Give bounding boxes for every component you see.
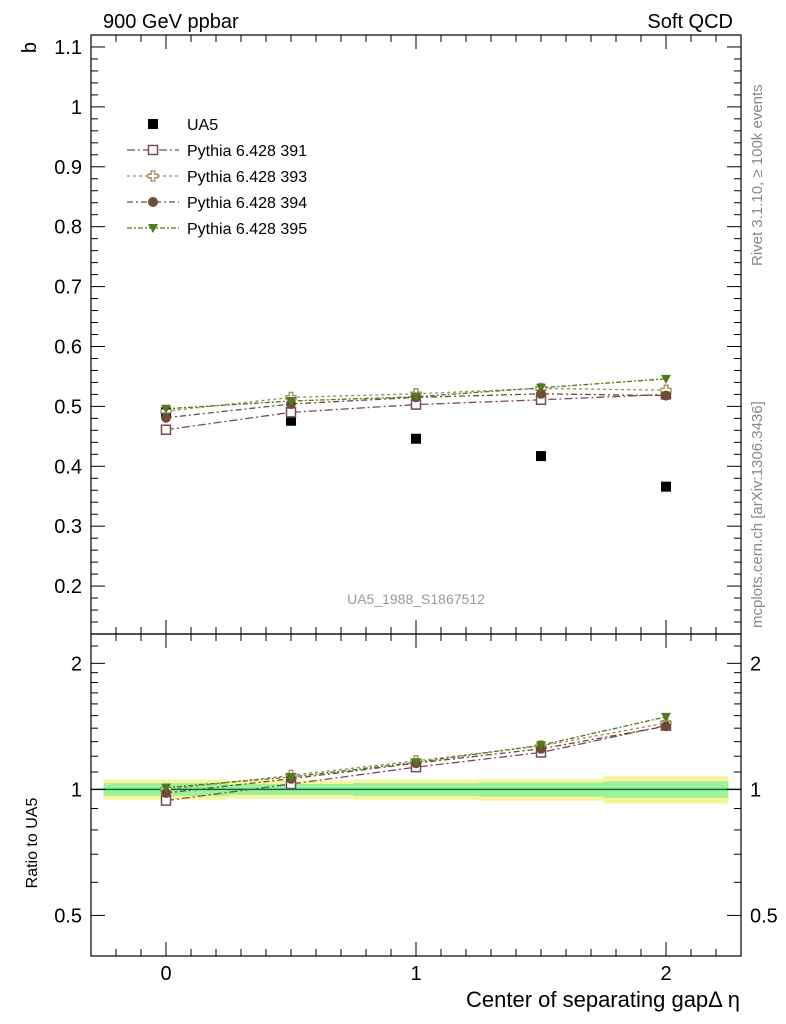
- x-tick-label: 2: [660, 963, 671, 985]
- main-y-tick-label: 0.4: [54, 456, 82, 478]
- legend-label-ua5: UA5: [187, 117, 218, 134]
- legend-marker-p394: [148, 197, 158, 207]
- main-point-p395: [286, 396, 296, 406]
- header-left-label: 900 GeV ppbar: [103, 11, 239, 33]
- ratio-point-p394: [661, 721, 671, 732]
- main-point-p394: [536, 388, 546, 399]
- main-y-tick-label: 0.3: [54, 516, 82, 538]
- legend-label-p393: Pythia 6.428 393: [187, 169, 307, 186]
- main-point-p394: [661, 390, 671, 401]
- ratio-y-tick-label-right: 0.5: [750, 905, 778, 927]
- legend-label-p394: Pythia 6.428 394: [187, 195, 307, 212]
- ratio-y-tick-label: 2: [71, 653, 82, 675]
- main-point-ua5: [536, 451, 546, 462]
- x-tick-label: 0: [160, 963, 171, 985]
- ratio-line-p395: [165, 716, 667, 789]
- legend-label-p391: Pythia 6.428 391: [187, 143, 307, 160]
- ratio-y-tick-label: 1: [71, 779, 82, 801]
- main-y-tick-label: 0.5: [54, 396, 82, 418]
- ratio-y-tick-label: 0.5: [54, 905, 82, 927]
- legend-marker-ua5: [148, 119, 158, 129]
- ratio-y-tick-label-right: 2: [750, 653, 761, 675]
- legend-label-p395: Pythia 6.428 395: [187, 221, 307, 238]
- ratio-reference-band: [91, 776, 741, 804]
- main-point-ua5: [411, 433, 421, 444]
- main-y-tick-label: 1: [71, 97, 82, 119]
- legend-marker-p391: [147, 144, 159, 156]
- x-axis-label: Center of separating gapΔ η: [466, 987, 740, 1012]
- rivet-version-text: Rivet 3.1.10, ≥ 100k events: [749, 84, 766, 266]
- main-point-p395: [536, 383, 546, 393]
- main-y-tick-label: 0.8: [54, 217, 82, 239]
- legend: UA5 Pythia 6.428 391 Pythia 6.428 393 Pythi…: [127, 117, 307, 238]
- ratio-point-p395: [536, 741, 546, 751]
- axis-ticks: 0.2 0.3 0.4 0.5 0.6 0.7 0.8 0.9 1 1.1 0.5 0.5 1 1 2 2 0 1…: [54, 35, 778, 985]
- main-point-p391: [285, 407, 297, 418]
- main-y-tick-label: 0.9: [54, 157, 82, 179]
- ratio-point-p395: [411, 758, 421, 768]
- ratio-point-p395: [661, 712, 671, 722]
- main-point-p395: [661, 374, 671, 384]
- main-point-ua5: [286, 415, 296, 426]
- ratio-y-tick-label-right: 1: [750, 779, 761, 801]
- ratio-point-p395: [286, 773, 296, 783]
- ratio-point-p395: [161, 783, 171, 793]
- legend-marker-p395: [148, 224, 158, 233]
- header-right-label: Soft QCD: [647, 11, 733, 33]
- main-point-p394: [161, 412, 171, 423]
- series-markers: [160, 374, 672, 806]
- main-point-p395: [161, 404, 171, 414]
- main-y-axis-label: b: [19, 42, 41, 53]
- main-point-p395: [411, 392, 421, 402]
- ratio-y-axis-label: Ratio to UA5: [24, 798, 41, 889]
- x-tick-label: 1: [410, 963, 421, 985]
- main-y-tick-label: 1.1: [54, 37, 82, 59]
- main-point-ua5: [661, 481, 671, 492]
- main-y-tick-label: 0.2: [54, 576, 82, 598]
- legend-marker-p393: [147, 170, 159, 182]
- main-y-tick-label: 0.7: [54, 277, 82, 299]
- analysis-label: UA5_1988_S1867512: [347, 591, 485, 607]
- mcplots-credit-text: mcplots.cern.ch [arXiv:1306.3436]: [749, 401, 766, 628]
- ratio-point-p394: [161, 788, 171, 799]
- main-point-p391: [160, 424, 172, 435]
- main-y-tick-label: 0.6: [54, 336, 82, 358]
